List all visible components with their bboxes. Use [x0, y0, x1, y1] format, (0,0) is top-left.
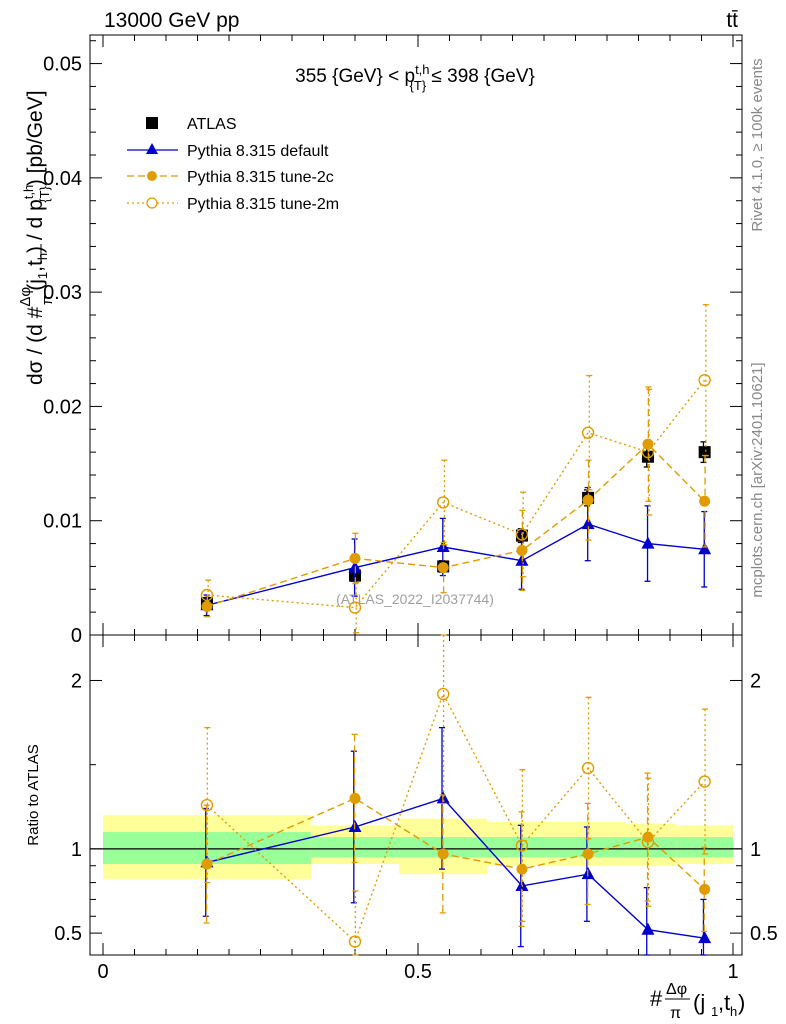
- ratio-band-green-3: [487, 837, 626, 858]
- ratio-marker-pythia-8-315-tune-2c: [582, 848, 594, 860]
- ratio-marker-pythia-8-315-tune-2c: [349, 792, 361, 804]
- svg-text:π: π: [670, 1005, 681, 1022]
- ratio-ytick-label-left: 2: [71, 670, 82, 692]
- main-marker-pythia-8-315-tune-2c: [201, 600, 213, 612]
- main-marker-pythia-8-315-default: [641, 536, 655, 549]
- xtick-label: 0: [97, 961, 108, 983]
- axis-tick-labels: 0 0.01 0.02 0.03 0.04 0.05 0.5 0.5 1 1 2 2 0 0.5 1: [43, 54, 778, 983]
- rivet-version-label: Rivet 4.1.0, ≥ 100k events: [749, 58, 766, 231]
- ratio-marker-pythia-8-315-tune-2c: [516, 863, 528, 875]
- main-marker-pythia-8-315-default: [698, 542, 712, 555]
- svg-text:Δφ: Δφ: [666, 981, 687, 998]
- ratio-marker-pythia-8-315-tune-2m: [437, 687, 450, 701]
- main-marker-pythia-8-315-tune-2m: [348, 601, 362, 614]
- main-ytick-label: 0.04: [43, 168, 82, 190]
- svg-text:(j: (j: [693, 990, 705, 1015]
- ratio-marker-pythia-8-315-tune-2m: [200, 798, 214, 812]
- legend: ATLAS Pythia 8.315 default Pythia 8.315 …: [127, 116, 339, 213]
- legend-tune-2c-marker: [147, 171, 157, 181]
- svg-text:): ): [738, 990, 745, 1015]
- axis-ticks: [90, 35, 742, 955]
- legend-atlas-marker: [146, 117, 158, 129]
- main-y-axis-label: dσ / (d #Δφ π(j1,th) / d pt,h{T}) [pb/GeV…: [17, 90, 56, 385]
- legend-default-marker: [146, 143, 158, 154]
- ratio-plot-frame: [89, 634, 743, 956]
- ratio-marker-pythia-8-315-default: [641, 922, 655, 935]
- ratio-panel-series: [200, 634, 712, 956]
- analysis-watermark: (ATLAS_2022_I2037744): [336, 591, 494, 607]
- ratio-marker-pythia-8-315-tune-2c: [437, 848, 449, 860]
- ratio-ytick-label-right: 0.5: [750, 923, 778, 945]
- ratio-marker-pythia-8-315-tune-2m: [515, 839, 529, 852]
- legend-atlas-label: ATLAS: [187, 116, 237, 133]
- main-line-pythia-8-315-tune-2c: [206, 443, 706, 608]
- main-marker-pythia-8-315-tune-2m: [437, 496, 450, 509]
- main-marker-pythia-8-315-tune-2m: [515, 528, 529, 541]
- mcplots-label: mcplots.cern.ch [arXiv:2401.10621]: [749, 362, 766, 597]
- svg-text:,t: ,t: [718, 990, 730, 1015]
- main-panel-series: [200, 304, 712, 634]
- ratio-marker-pythia-8-315-default: [698, 931, 712, 944]
- main-marker-pythia-8-315-tune-2m: [641, 445, 655, 459]
- svg-text:#: #: [650, 986, 663, 1011]
- ratio-marker-pythia-8-315-tune-2m: [348, 935, 362, 948]
- xtick-label: 1: [727, 961, 738, 983]
- energy-label: 13000 GeV pp: [104, 9, 239, 32]
- ratio-marker-pythia-8-315-tune-2m: [581, 761, 595, 775]
- chart-title: 355 {GeV} < pt,h {T} ≤ 398 {GeV}: [295, 62, 535, 93]
- legend-tune-2m-label: Pythia 8.315 tune-2m: [187, 196, 339, 213]
- svg-text:h: h: [730, 1004, 737, 1019]
- xtick-label: 0.5: [404, 961, 432, 983]
- main-marker-pythia-8-315-tune-2m: [200, 588, 214, 602]
- ratio-ytick-label-right: 2: [750, 670, 761, 692]
- svg-text:1: 1: [711, 1004, 718, 1019]
- svg-text:dσ / (d #Δφπ(j1,th) / d pt,h{T: dσ / (d #Δφ π(j1,th) / d pt,h{T}) [pb/GeV…: [17, 90, 56, 385]
- main-ytick-label: 0.03: [43, 282, 82, 304]
- ratio-y-axis-label: Ratio to ATLAS: [25, 744, 42, 845]
- main-ytick-label: 0: [71, 625, 82, 647]
- process-label: tt̄: [726, 9, 738, 32]
- main-marker-pythia-8-315-tune-2c: [437, 562, 449, 574]
- main-marker-pythia-8-315-tune-2m: [698, 373, 711, 387]
- main-ytick-label: 0.05: [43, 54, 82, 76]
- main-marker-pythia-8-315-tune-2c: [699, 495, 711, 507]
- ratio-marker-pythia-8-315-tune-2m: [641, 835, 655, 849]
- legend-tune-2m-marker: [146, 197, 158, 209]
- legend-default-label: Pythia 8.315 default: [187, 143, 329, 160]
- ratio-marker-pythia-8-315-tune-2c: [699, 883, 711, 895]
- ratio-band-green-2: [399, 837, 488, 858]
- main-ytick-label: 0.01: [43, 511, 82, 533]
- legend-tune-2c-label: Pythia 8.315 tune-2c: [187, 169, 334, 186]
- main-marker-pythia-8-315-tune-2c: [349, 552, 361, 564]
- main-line-pythia-8-315-tune-2m: [206, 379, 706, 609]
- ratio-ytick-label-right: 1: [750, 839, 761, 861]
- ratio-uncertainty-bands: [103, 815, 733, 880]
- main-marker-pythia-8-315-tune-2c: [516, 544, 528, 556]
- ratio-marker-pythia-8-315-tune-2m: [698, 775, 711, 788]
- ratio-ytick-label-left: 1: [71, 839, 82, 861]
- x-axis-label: # Δφ π (j 1 ,t h ): [650, 981, 745, 1022]
- main-marker-pythia-8-315-tune-2c: [582, 494, 594, 506]
- ratio-ytick-label-left: 0.5: [54, 923, 82, 945]
- main-marker-pythia-8-315-default: [581, 517, 595, 530]
- main-ytick-label: 0.02: [43, 396, 82, 418]
- main-marker-pythia-8-315-tune-2m: [581, 426, 595, 439]
